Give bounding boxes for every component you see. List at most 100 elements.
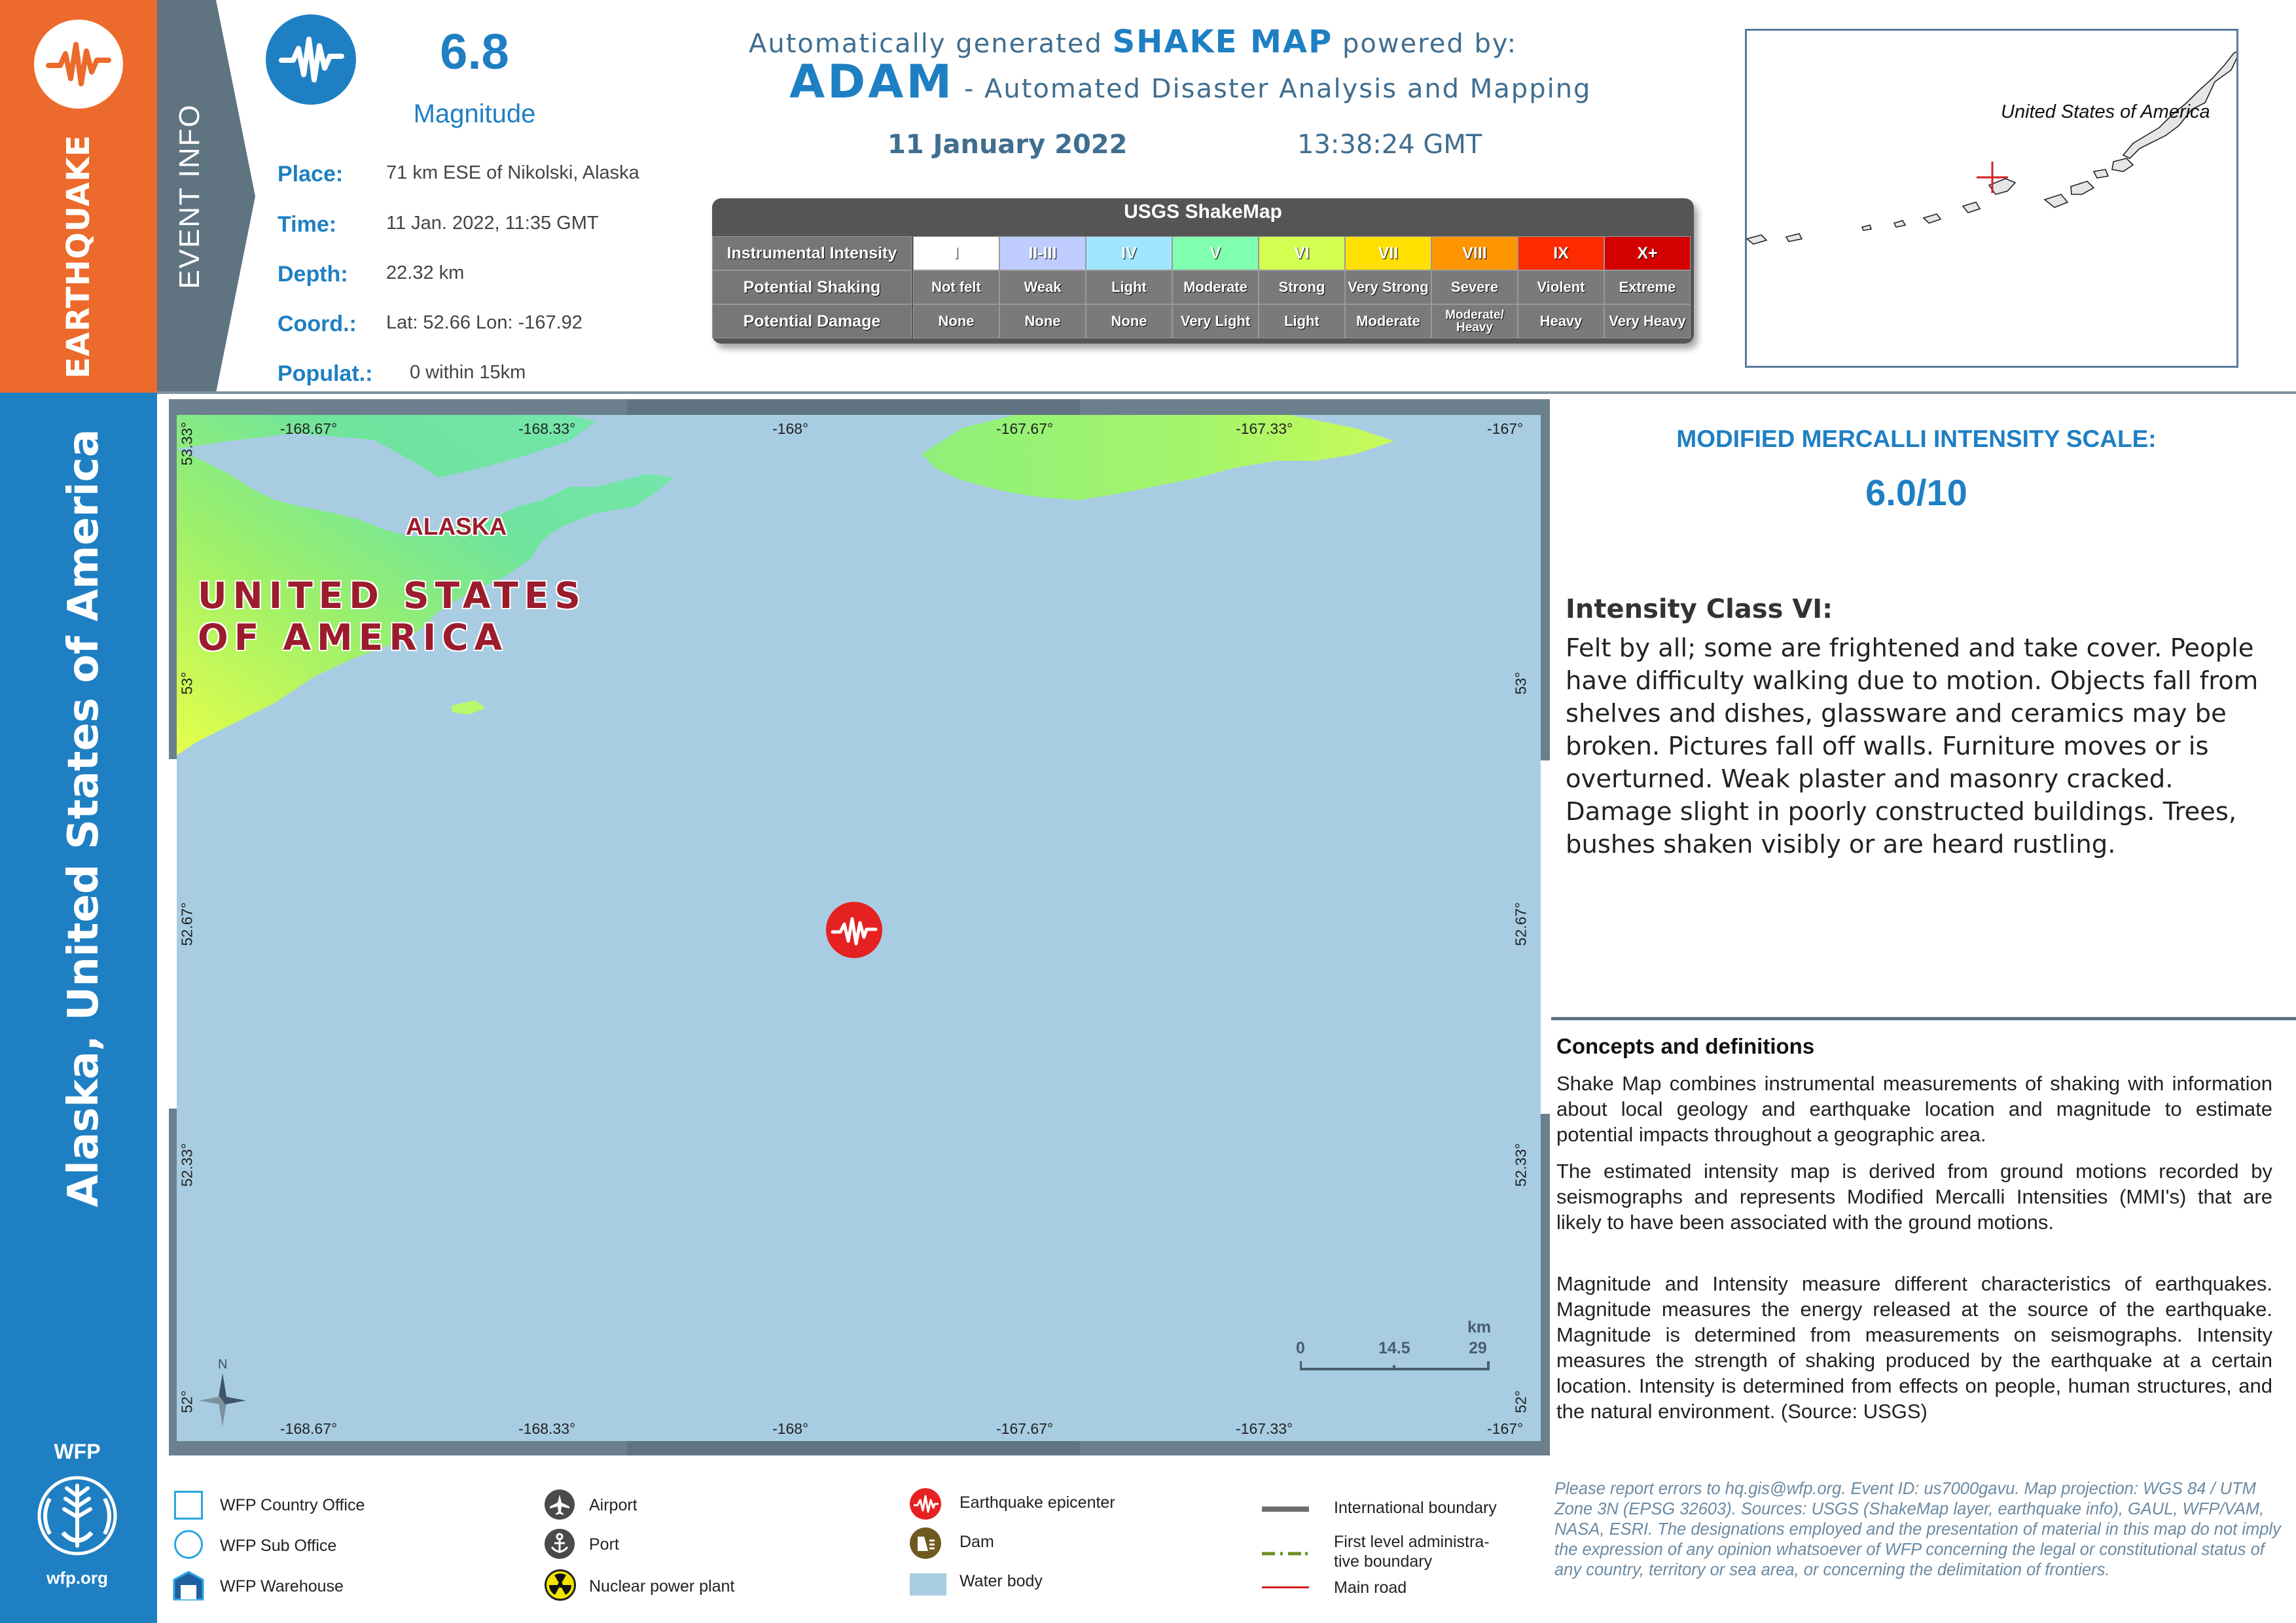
intensity-cell-1: I <box>913 236 999 270</box>
scale-tick-1: 14.5 <box>1378 1339 1410 1357</box>
shaking-cell-1: Not felt <box>913 270 999 304</box>
damage-cell-4: Very Light <box>1172 304 1259 338</box>
title-prefix: Automatically generated <box>749 29 1113 59</box>
intensity-cell-5: VI <box>1259 236 1345 270</box>
intensity-cell-7: VIII <box>1431 236 1518 270</box>
legend-admin-boundary-1: First level administra- <box>1334 1533 1490 1551</box>
damage-cell-2: None <box>999 304 1086 338</box>
population-value: 0 within 15km <box>410 362 526 383</box>
lat-tick-right-4: 52.33° <box>1512 1143 1530 1187</box>
earthquake-band: EARTHQUAKE <box>0 0 157 393</box>
shaking-cell-8: Violent <box>1518 270 1604 304</box>
scale-unit: km <box>1467 1318 1492 1336</box>
intensity-cell-2: II-III <box>999 236 1086 270</box>
country-office-icon <box>174 1491 203 1520</box>
dam-icon <box>910 1527 941 1559</box>
header-divider <box>157 391 2296 394</box>
damage-row: Potential Damage None None None Very Light L… <box>712 304 1694 338</box>
lon-tick-bottom-1: -168.67° <box>280 1420 338 1437</box>
nuclear-icon <box>545 1569 576 1601</box>
inset-country-label: United States of America <box>2001 101 2210 122</box>
inset-map: United States of America <box>1745 29 2238 368</box>
wfp-logo-name: WFP <box>54 1440 101 1463</box>
shaking-cell-3: Light <box>1086 270 1172 304</box>
intl-boundary-icon <box>1262 1507 1309 1512</box>
wfp-url[interactable]: wfp.org <box>46 1568 108 1588</box>
legend-admin-boundary-2: tive boundary <box>1334 1552 1433 1571</box>
epicenter-marker-icon[interactable] <box>826 902 882 958</box>
map-tab-right-upper <box>1541 760 1550 1114</box>
intensity-cell-9: X+ <box>1604 236 1691 270</box>
report-time: 13:38:24 GMT <box>1297 130 1482 160</box>
depth-value: 22.32 km <box>386 262 465 283</box>
legend-port: Port <box>589 1535 619 1554</box>
region-label: ALASKA <box>406 513 507 540</box>
legend-airport: Airport <box>589 1496 637 1514</box>
wfp-logo-icon: WFP wfp.org <box>18 1440 136 1603</box>
north-label: N <box>218 1357 228 1372</box>
lat-tick-left-1: 53.33° <box>178 421 196 466</box>
concepts-paragraph-1: Shake Map combines instrumental measurem… <box>1556 1072 2272 1146</box>
admin-boundary-icon <box>1262 1546 1309 1556</box>
intensity-cell-4: V <box>1172 236 1259 270</box>
seismograph-icon <box>266 14 356 105</box>
lon-tick-bottom-3: -168° <box>772 1420 809 1437</box>
epicenter-legend-icon <box>910 1488 941 1520</box>
shaking-cell-7: Severe <box>1431 270 1518 304</box>
lat-tick-right-5: 52° <box>1512 1390 1530 1414</box>
intensity-cell-6: VII <box>1345 236 1431 270</box>
mmi-title: MODIFIED MERCALLI INTENSITY SCALE: <box>1676 425 2157 452</box>
time-label: Time: <box>278 212 337 237</box>
legend-sub-office: WFP Sub Office <box>220 1537 337 1555</box>
lon-tick-top-6: -167° <box>1487 420 1524 437</box>
title-shake-map: SHAKE MAP <box>1112 24 1333 60</box>
legend-main-road: Main road <box>1334 1578 1407 1597</box>
lat-tick-right-2: 53° <box>1512 671 1530 695</box>
row-label-damage: Potential Damage <box>712 304 912 338</box>
scale-tick-0: 0 <box>1296 1339 1305 1357</box>
map-tab-top <box>627 399 1080 415</box>
shaking-cell-2: Weak <box>999 270 1086 304</box>
damage-cell-5: Light <box>1259 304 1345 338</box>
shake-map[interactable]: ALASKA UNITED STATES OF AMERICA km 0 14.… <box>177 415 1541 1441</box>
place-value: 71 km ESE of Nikolski, Alaska <box>386 162 639 183</box>
concepts-paragraph-3: Magnitude and Intensity measure differen… <box>1556 1272 2272 1423</box>
title-line-1: Automatically generated SHAKE MAP powere… <box>749 24 1517 60</box>
shakemap-title: USGS ShakeMap <box>1124 201 1282 223</box>
lon-tick-top-3: -168° <box>772 420 809 437</box>
brand-subtitle: - Automated Disaster Analysis and Mappin… <box>954 74 1592 104</box>
lon-tick-bottom-6: -167° <box>1487 1420 1524 1437</box>
title-line-2: ADAM - Automated Disaster Analysis and M… <box>789 55 1591 109</box>
disclaimer: Please report errors to hq.gis@wfp.org. … <box>1554 1480 2281 1579</box>
legend-country-office: WFP Country Office <box>220 1496 365 1514</box>
islet <box>452 700 486 715</box>
shaking-cell-5: Strong <box>1259 270 1345 304</box>
damage-cell-7: Moderate/ Heavy <box>1431 304 1518 338</box>
intensity-cell-3: IV <box>1086 236 1172 270</box>
event-info-label: EVENT INFO <box>173 103 206 289</box>
damage-cell-3: None <box>1086 304 1172 338</box>
earthquake-label: EARTHQUAKE <box>60 134 97 379</box>
country-label: Alaska, United States of America <box>60 429 108 1207</box>
intensity-class-title: Intensity Class VI: <box>1566 594 1833 624</box>
legend-dam: Dam <box>960 1533 994 1551</box>
lon-tick-top-4: -167.67° <box>996 420 1054 437</box>
country-map-label-line2: OF AMERICA <box>198 616 509 658</box>
legend-epicenter: Earthquake epicenter <box>960 1493 1115 1512</box>
map-tab-bottom <box>627 1441 1080 1455</box>
north-arrow-icon: N <box>196 1357 249 1429</box>
shaking-row: Potential Shaking Not felt Weak Light Moder… <box>712 270 1694 304</box>
legend-warehouse: WFP Warehouse <box>220 1577 344 1596</box>
lon-tick-bottom-5: -167.33° <box>1236 1420 1293 1437</box>
airport-icon <box>545 1489 575 1520</box>
event-info-band-tip <box>216 0 255 393</box>
port-icon <box>545 1529 575 1559</box>
concepts-heading: Concepts and definitions <box>1556 1034 1815 1058</box>
main-road-icon <box>1262 1586 1309 1588</box>
scale-bar: km 0 14.5 29 <box>1296 1318 1496 1390</box>
magnitude-value: 6.8 <box>440 24 509 80</box>
lat-tick-right-3: 52.67° <box>1512 902 1530 946</box>
population-label: Populat.: <box>278 361 373 386</box>
concepts-paragraph-2: The estimated intensity map is derived f… <box>1556 1160 2272 1234</box>
